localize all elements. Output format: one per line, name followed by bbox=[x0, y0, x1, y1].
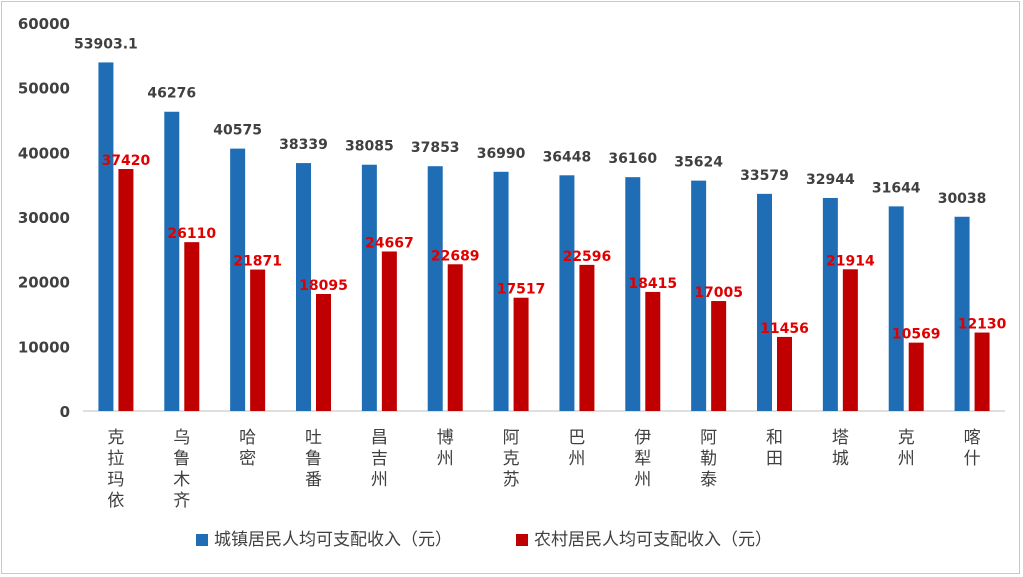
bar-urban bbox=[822, 197, 838, 411]
category-label: 阿克苏 bbox=[503, 428, 520, 490]
data-label-urban: 33579 bbox=[740, 168, 789, 184]
legend: 城镇居民人均可支配收入（元） 农村居民人均可支配收入（元） bbox=[196, 530, 772, 550]
data-label-rural: 18095 bbox=[299, 278, 348, 294]
data-label-urban: 37853 bbox=[411, 140, 460, 156]
bar-rural bbox=[842, 269, 858, 411]
data-label-rural: 26110 bbox=[167, 226, 216, 242]
y-tick-label: 0 bbox=[60, 403, 70, 421]
data-label-urban: 46276 bbox=[147, 86, 196, 102]
data-label-rural: 17005 bbox=[694, 285, 743, 301]
data-label-rural: 11456 bbox=[760, 321, 809, 337]
bar-rural bbox=[974, 332, 990, 411]
y-tick-label: 40000 bbox=[18, 144, 70, 162]
bar-rural bbox=[513, 297, 529, 411]
bar-urban bbox=[757, 193, 772, 411]
bar-rural bbox=[381, 251, 397, 411]
category-label: 喀什 bbox=[964, 428, 981, 469]
category-labels: 克拉玛依 乌鲁木齐 哈密 吐鲁番 昌吉州 博州 阿克苏 巴州 伊犁州 阿勒泰 和田 塔城 克州 喀什 bbox=[107, 428, 980, 511]
bar-rural bbox=[184, 242, 200, 411]
bar-rural bbox=[250, 269, 266, 411]
category-label: 伊犁州 bbox=[634, 428, 651, 490]
category-label: 克拉玛依 bbox=[107, 428, 124, 511]
data-labels: 53903.1 37420 46276 26110 40575 21871 38339 180… bbox=[74, 36, 1007, 342]
category-label: 昌吉州 bbox=[371, 428, 388, 490]
bar-urban bbox=[427, 166, 443, 411]
bar-urban bbox=[625, 177, 641, 411]
data-label-rural: 22596 bbox=[563, 249, 612, 265]
bar-urban bbox=[888, 206, 904, 411]
data-label-urban: 30038 bbox=[938, 191, 987, 207]
bar-urban bbox=[559, 175, 575, 411]
data-label-rural: 21914 bbox=[826, 253, 875, 269]
bar-urban bbox=[493, 171, 509, 411]
bar-rural bbox=[118, 169, 134, 411]
y-axis: 0 10000 20000 30000 40000 50000 60000 bbox=[18, 15, 70, 421]
bar-rural bbox=[645, 291, 661, 411]
data-label-urban: 36448 bbox=[543, 149, 592, 165]
legend-swatch-urban bbox=[196, 534, 208, 546]
data-label-urban: 53903.1 bbox=[74, 36, 138, 52]
category-label: 和田 bbox=[766, 428, 783, 469]
category-label: 哈密 bbox=[239, 428, 256, 469]
bar-urban bbox=[296, 163, 311, 411]
bar-rural bbox=[316, 293, 331, 411]
data-label-rural: 21871 bbox=[233, 254, 282, 270]
category-label: 吐鲁番 bbox=[305, 428, 322, 490]
bar-urban bbox=[230, 148, 246, 412]
data-label-urban: 36160 bbox=[608, 151, 657, 167]
legend-swatch-rural bbox=[516, 534, 528, 546]
bar-urban bbox=[954, 216, 970, 411]
data-label-urban: 36990 bbox=[477, 146, 526, 162]
bar-urban bbox=[361, 164, 377, 411]
data-label-rural: 24667 bbox=[365, 235, 414, 251]
y-tick-label: 10000 bbox=[18, 338, 70, 356]
data-label-urban: 31644 bbox=[872, 180, 921, 196]
data-label-rural: 22689 bbox=[431, 248, 480, 264]
bar-rural bbox=[711, 301, 727, 411]
bars bbox=[98, 62, 990, 412]
data-label-urban: 35624 bbox=[674, 155, 723, 171]
bar-rural bbox=[447, 264, 463, 411]
data-label-urban: 40575 bbox=[213, 123, 262, 139]
data-label-urban: 38085 bbox=[345, 139, 394, 155]
bar-urban bbox=[164, 111, 180, 411]
data-label-rural: 10569 bbox=[892, 327, 941, 343]
data-label-rural: 18415 bbox=[628, 276, 677, 292]
category-label: 巴州 bbox=[568, 428, 585, 469]
bar-rural bbox=[777, 336, 792, 411]
category-label: 塔城 bbox=[832, 428, 849, 469]
legend-label-urban: 城镇居民人均可支配收入（元） bbox=[214, 530, 452, 550]
y-tick-label: 30000 bbox=[18, 209, 70, 227]
y-tick-label: 50000 bbox=[18, 80, 70, 98]
category-label: 乌鲁木齐 bbox=[173, 428, 190, 511]
data-label-urban: 32944 bbox=[806, 172, 855, 188]
category-label: 阿勒泰 bbox=[700, 428, 717, 490]
bar-rural bbox=[908, 342, 924, 411]
data-label-rural: 17517 bbox=[497, 282, 546, 298]
category-label: 克州 bbox=[898, 428, 915, 469]
bar-urban bbox=[98, 62, 114, 411]
data-label-rural: 37420 bbox=[102, 153, 151, 169]
bar-rural bbox=[579, 264, 595, 411]
bar-urban bbox=[691, 180, 707, 411]
legend-label-rural: 农村居民人均可支配收入（元） bbox=[534, 530, 772, 550]
data-label-urban: 38339 bbox=[279, 137, 328, 153]
data-label-rural: 12130 bbox=[958, 317, 1007, 333]
y-tick-label: 20000 bbox=[18, 274, 70, 292]
category-label: 博州 bbox=[437, 428, 454, 469]
y-tick-label: 60000 bbox=[18, 15, 70, 33]
